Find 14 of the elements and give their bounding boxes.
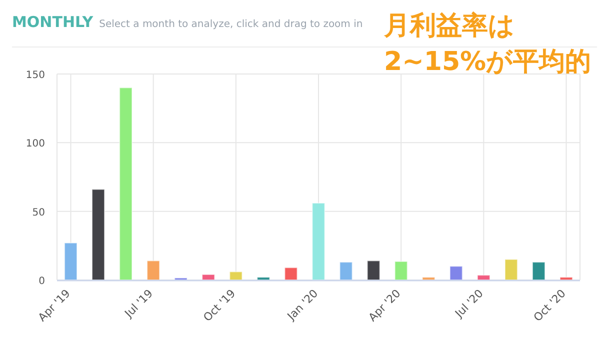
y-tick-label: 150 (26, 70, 45, 81)
x-tick-label: Oct '19 (200, 286, 238, 324)
y-tick-label: 100 (26, 138, 45, 150)
y-tick-label: 0 (38, 276, 45, 287)
x-tick-label: Jul '19 (122, 286, 156, 321)
x-tick-label: Apr '20 (366, 286, 404, 324)
x-tick-label: Apr '19 (36, 286, 73, 324)
chart-subtitle: Select a month to analyze, click and drag to zoom in (99, 19, 363, 30)
y-tick-label: 50 (32, 207, 45, 218)
annotation: 月利益率は 2~15%が平均的 (383, 11, 592, 77)
chart-title: MONTHLY (12, 13, 94, 31)
x-tick-label: Jan '20 (284, 286, 321, 324)
x-tick-label: Jul '20 (452, 286, 486, 321)
x-tick-label: Oct '20 (531, 286, 568, 324)
